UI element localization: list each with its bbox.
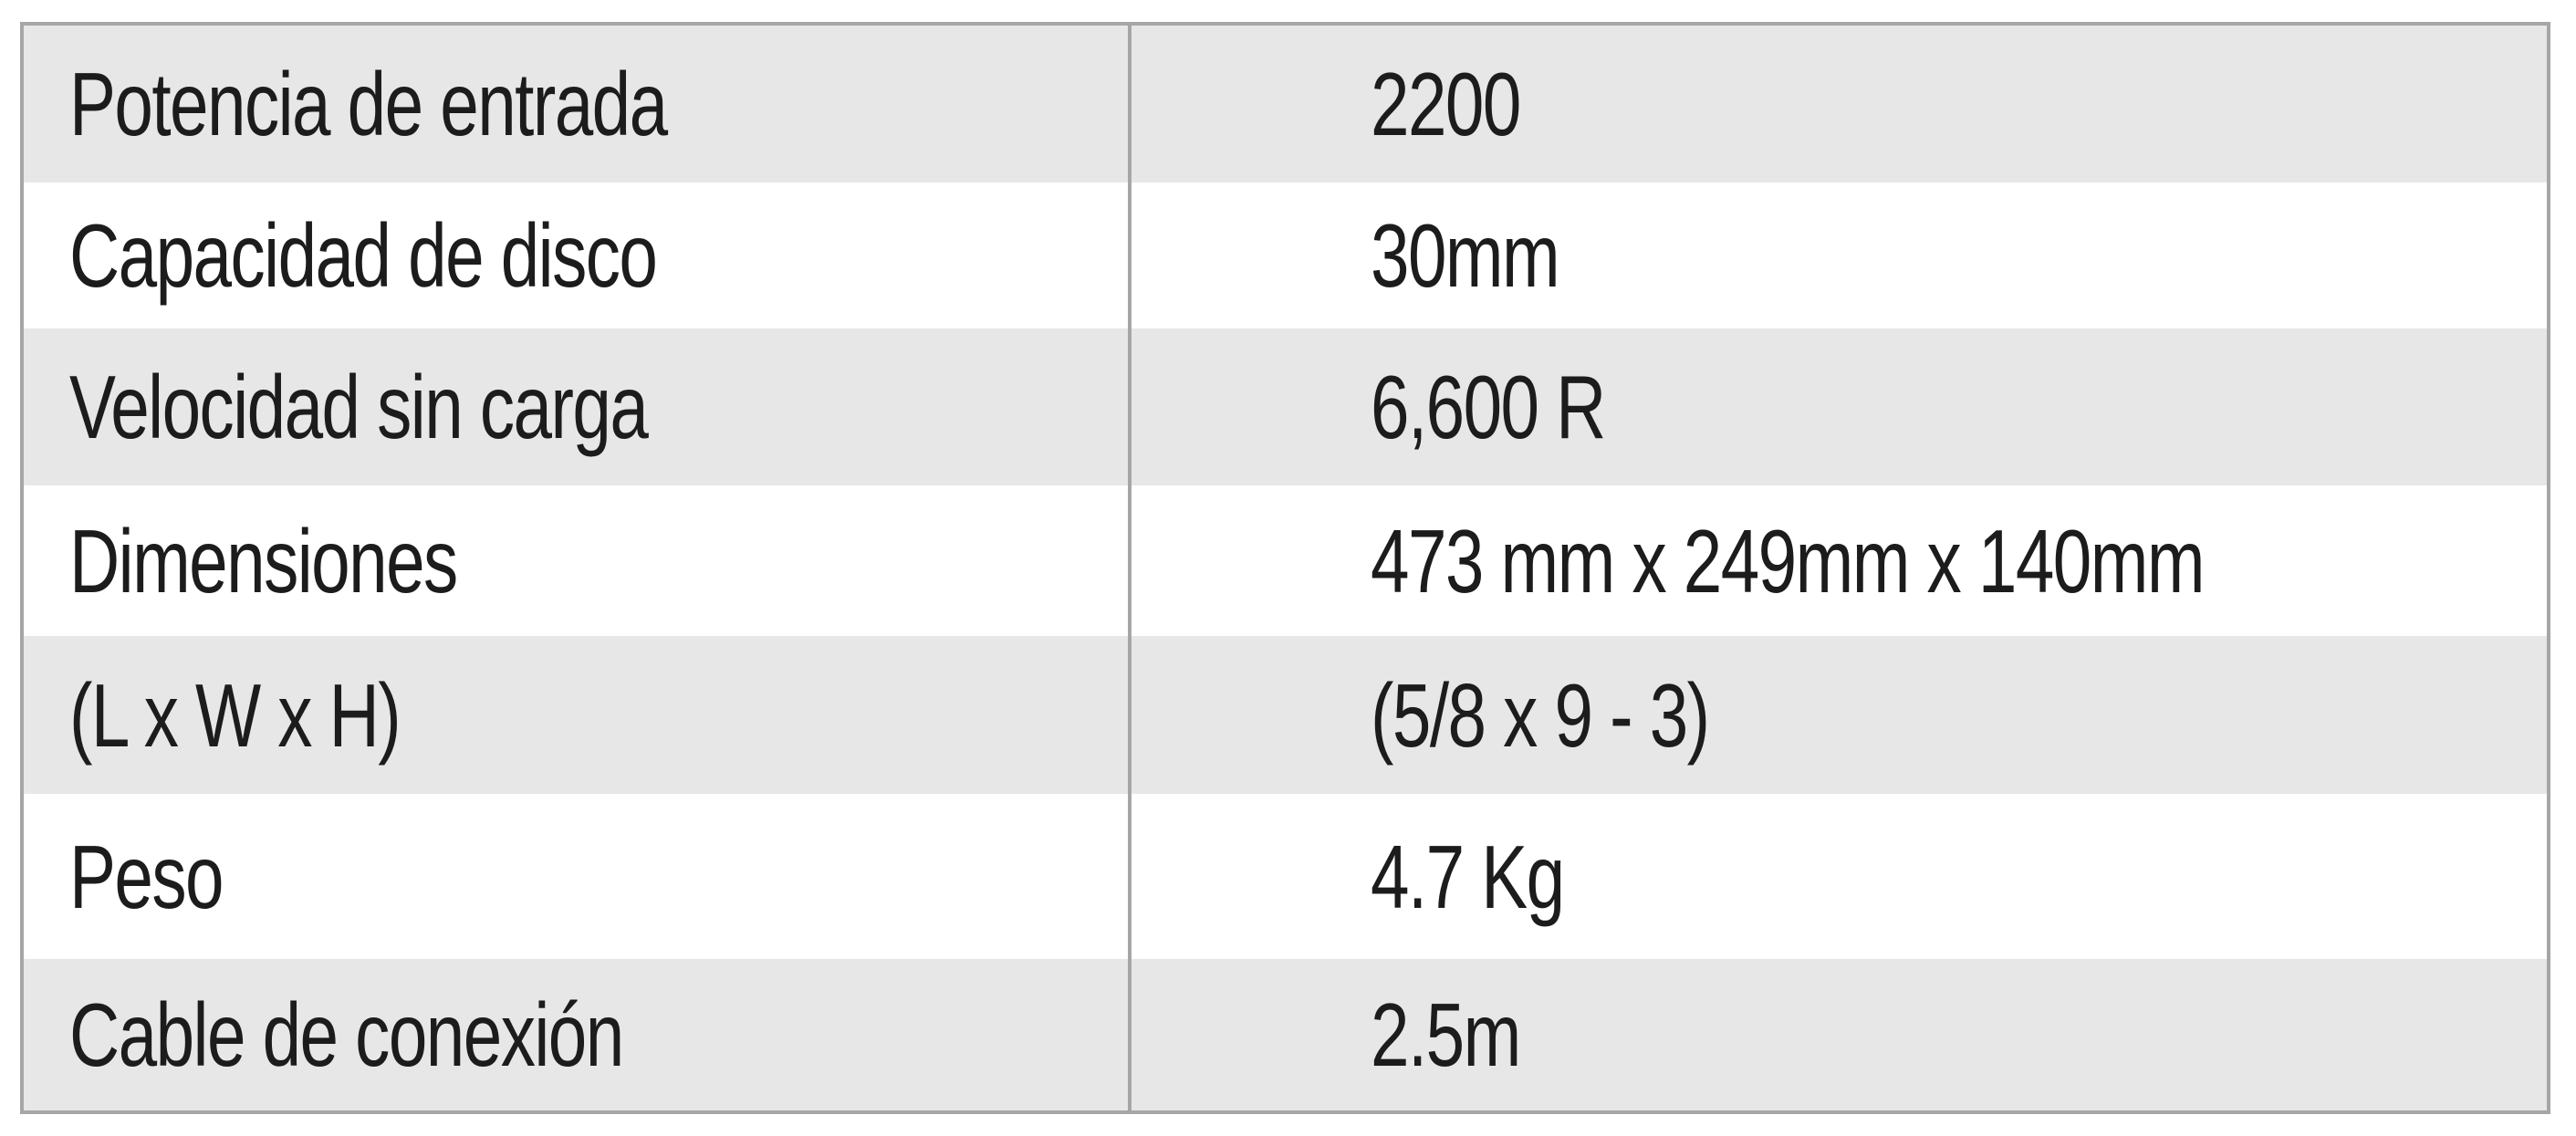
spec-value-cell: 6,600 R (1132, 328, 2547, 485)
spec-value-cell: 473 mm x 249mm x 140mm (1132, 485, 2547, 636)
spec-value: 2.5m (1371, 985, 1521, 1085)
table-row: (L x W x H) (5/8 x 9 - 3) (24, 636, 2547, 794)
spec-label-cell: (L x W x H) (24, 636, 1132, 794)
spec-value: 2200 (1371, 54, 1521, 154)
table-row: Potencia de entrada 2200 (24, 26, 2547, 182)
spec-label-cell: Capacidad de disco (24, 182, 1132, 328)
spec-label-cell: Potencia de entrada (24, 26, 1132, 182)
spec-label-cell: Peso (24, 794, 1132, 959)
spec-value-cell: 4.7 Kg (1132, 794, 2547, 959)
spec-value-cell: 30mm (1132, 182, 2547, 328)
spec-value-cell: (5/8 x 9 - 3) (1132, 636, 2547, 794)
table-row: Capacidad de disco 30mm (24, 182, 2547, 328)
spec-value-cell: 2.5m (1132, 959, 2547, 1110)
spec-value: (5/8 x 9 - 3) (1371, 664, 1710, 766)
spec-label: Potencia de entrada (69, 54, 668, 154)
spec-value-cell: 2200 (1132, 26, 2547, 182)
table-row: Cable de conexión 2.5m (24, 959, 2547, 1110)
spec-label-cell: Velocidad sin carga (24, 328, 1132, 485)
spec-label-cell: Cable de conexión (24, 959, 1132, 1110)
spec-label: Peso (69, 826, 224, 927)
spec-label: Capacidad de disco (69, 205, 658, 306)
spec-label: Cable de conexión (69, 985, 624, 1085)
spec-value: 473 mm x 249mm x 140mm (1371, 510, 2206, 611)
table-row: Velocidad sin carga 6,600 R (24, 328, 2547, 485)
spec-label: Velocidad sin carga (69, 357, 649, 457)
spec-label-cell: Dimensiones (24, 485, 1132, 636)
table-row: Dimensiones 473 mm x 249mm x 140mm (24, 485, 2547, 636)
spec-label: (L x W x H) (69, 664, 402, 766)
spec-value: 6,600 R (1371, 357, 1606, 457)
spec-label: Dimensiones (69, 510, 458, 611)
spec-value: 30mm (1371, 205, 1560, 306)
specifications-table: Potencia de entrada 2200 Capacidad de di… (20, 22, 2550, 1114)
table-row: Peso 4.7 Kg (24, 794, 2547, 959)
spec-value: 4.7 Kg (1371, 826, 1565, 927)
